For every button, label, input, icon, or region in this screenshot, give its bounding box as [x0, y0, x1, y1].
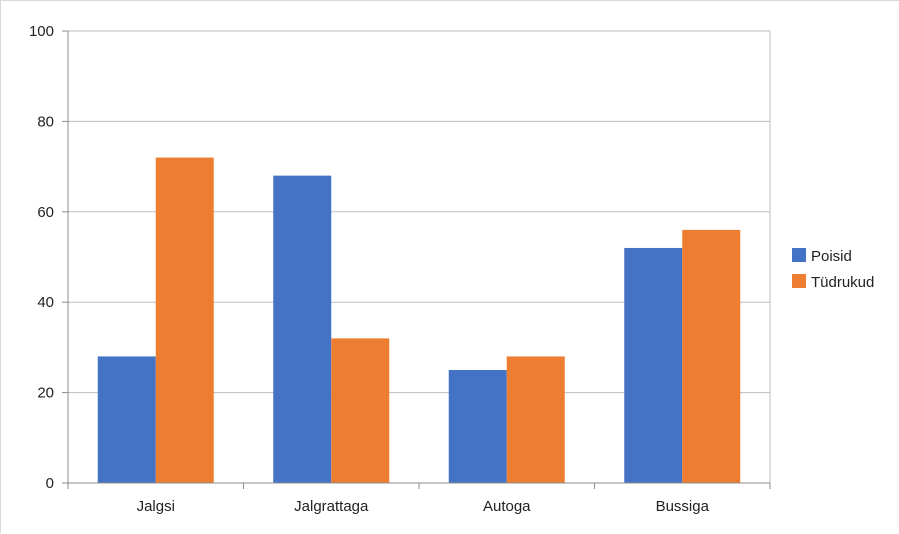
bar-poisid-jalgsi	[97, 356, 156, 483]
axes	[67, 31, 770, 484]
y-tick-label: 40	[37, 294, 54, 311]
y-tick-label: 60	[37, 204, 54, 221]
y-tick-label: 80	[37, 113, 54, 130]
bar-t-drukud-autoga	[506, 356, 565, 483]
legend-label: Tüdrukud	[811, 274, 874, 291]
x-tick-label: Autoga	[483, 498, 531, 515]
bar-t-drukud-jalgrattaga	[331, 338, 390, 483]
y-tick-label: 100	[29, 23, 54, 40]
x-tick-label: Jalgrattaga	[294, 498, 369, 515]
legend-label: Poisid	[811, 248, 852, 265]
y-tick-labels: 0 20 40 60 80 100	[29, 23, 54, 492]
bar-poisid-jalgrattaga	[273, 175, 332, 483]
x-tick-label: Jalgsi	[137, 498, 175, 515]
y-tick-label: 0	[46, 475, 54, 492]
bar-t-drukud-jalgsi	[155, 157, 214, 483]
bar-poisid-bussiga	[624, 247, 683, 483]
x-tick-labels: Jalgsi Jalgrattaga Autoga Bussiga	[137, 498, 710, 515]
bars	[97, 157, 741, 483]
legend: Poisid Tüdrukud	[792, 248, 874, 291]
x-tick-label: Bussiga	[656, 498, 710, 515]
legend-swatch	[792, 248, 806, 262]
bar-t-drukud-bussiga	[682, 229, 741, 483]
bar-poisid-autoga	[448, 370, 507, 483]
y-tick-label: 20	[37, 385, 54, 402]
legend-swatch	[792, 274, 806, 288]
